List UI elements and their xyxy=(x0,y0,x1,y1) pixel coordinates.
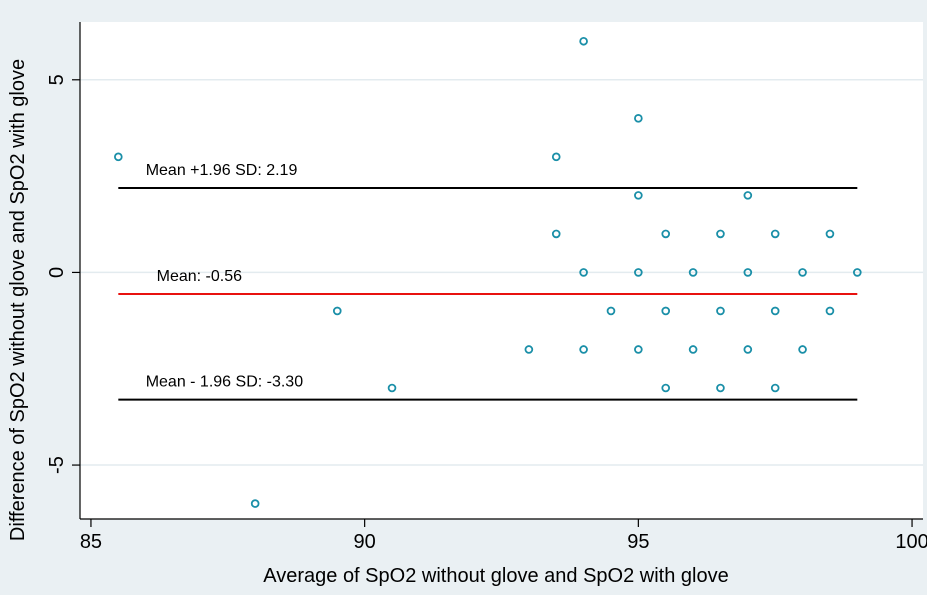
data-point xyxy=(579,345,588,354)
data-point xyxy=(743,268,753,277)
data-point xyxy=(661,383,671,393)
reference-line-label: Mean +1.96 SD: 2.19 xyxy=(146,162,298,179)
data-point xyxy=(853,268,862,277)
data-point xyxy=(688,345,698,354)
x-tick-label: 95 xyxy=(627,531,649,553)
data-point xyxy=(606,306,616,316)
data-point xyxy=(634,345,643,354)
reference-line-label: Mean: -0.56 xyxy=(157,268,242,285)
data-point xyxy=(634,191,643,200)
data-point xyxy=(825,306,835,316)
data-point xyxy=(579,36,588,46)
data-points xyxy=(114,36,862,508)
x-tick-label: 85 xyxy=(80,531,102,553)
data-point xyxy=(770,383,780,393)
y-tick-label: 5 xyxy=(46,74,68,85)
x-axis-label: Average of SpO2 without glove and SpO2 w… xyxy=(263,565,728,587)
reference-line-label: Mean - 1.96 SD: -3.30 xyxy=(146,374,304,391)
data-point xyxy=(661,229,671,239)
axes: 85 90 95 100 -5 0 5 xyxy=(46,22,927,553)
data-point xyxy=(524,345,534,354)
data-point xyxy=(661,306,671,316)
data-point xyxy=(551,152,561,162)
data-point xyxy=(743,345,753,354)
data-point xyxy=(387,383,397,393)
data-point xyxy=(743,191,753,200)
x-tick-label: 90 xyxy=(354,531,376,553)
data-point xyxy=(716,306,725,316)
data-point xyxy=(250,499,260,508)
data-point xyxy=(634,114,643,123)
data-point xyxy=(798,345,807,354)
data-point xyxy=(634,268,643,277)
data-point xyxy=(716,383,725,393)
data-point xyxy=(798,268,807,277)
data-point xyxy=(825,229,835,239)
reference-lines: Mean +1.96 SD: 2.19 Mean: -0.56 Mean - 1.9… xyxy=(118,162,858,401)
y-tick-label: -5 xyxy=(46,456,68,474)
data-point xyxy=(114,152,123,162)
data-point xyxy=(770,306,780,316)
data-point xyxy=(332,306,342,316)
y-axis-label: Difference of SpO2 without glove and SpO… xyxy=(7,59,29,541)
data-point xyxy=(716,229,725,239)
data-point xyxy=(688,268,698,277)
plot-background xyxy=(80,22,923,519)
data-point xyxy=(551,229,561,239)
x-tick-label: 100 xyxy=(895,531,927,553)
data-point xyxy=(579,268,588,277)
data-point xyxy=(770,229,780,239)
grid-lines xyxy=(80,79,923,466)
y-tick-label: 0 xyxy=(46,267,68,278)
